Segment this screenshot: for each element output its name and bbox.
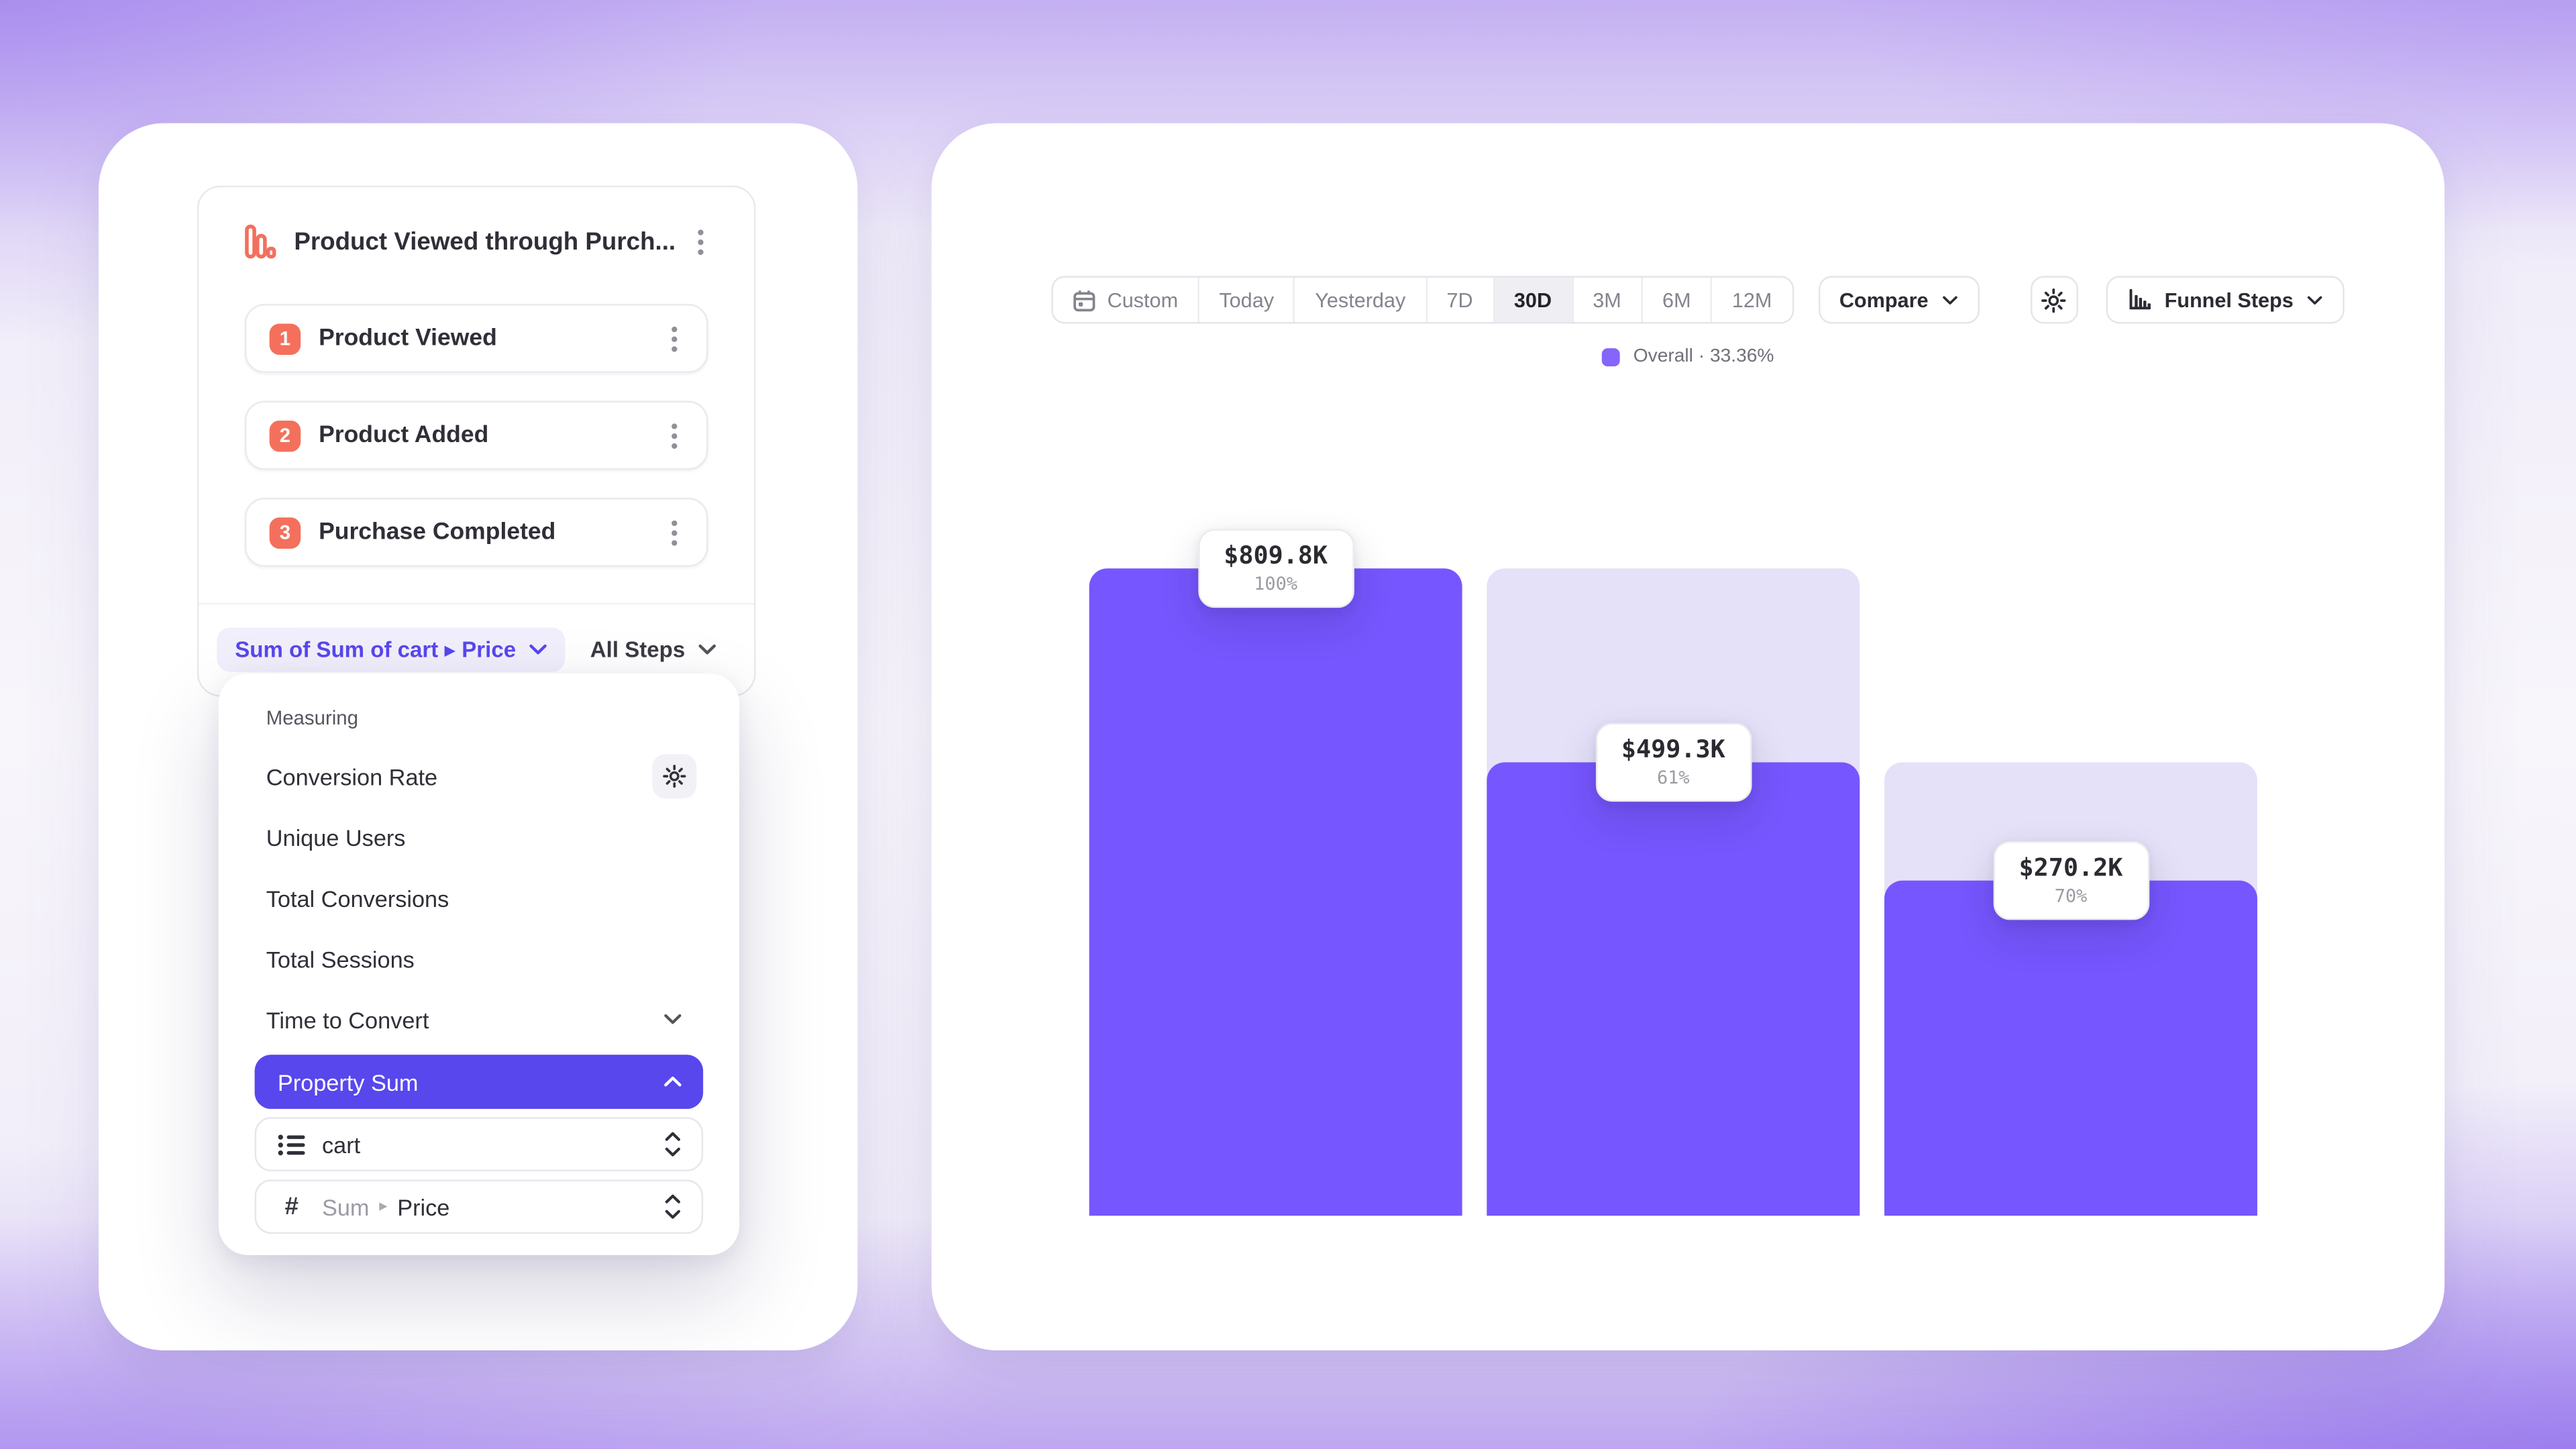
chevron-down-icon	[2306, 295, 2322, 305]
funnel-menu-button[interactable]	[693, 228, 708, 256]
funnel-bar-group-1[interactable]: $809.8K 100%	[1089, 529, 1462, 1216]
funnel-steps-list: 1 Product Viewed 2 Product Added	[199, 264, 754, 602]
menu-item-label: Time to Convert	[266, 1006, 429, 1033]
chart-view-selector[interactable]: Funnel Steps	[2105, 276, 2345, 324]
funnel-card-header: Product Viewed through Purch...	[199, 187, 754, 264]
bar-value-tooltip: $809.8K 100%	[1197, 529, 1354, 608]
funnel-step-3[interactable]: 3 Purchase Completed	[244, 498, 708, 567]
gear-icon	[662, 764, 687, 789]
bar-chart-icon	[245, 222, 276, 263]
funnel-bars-icon	[2127, 288, 2151, 313]
property-select[interactable]: cart	[254, 1117, 704, 1172]
tooltip-value: $270.2K	[2019, 852, 2123, 882]
legend-label: Overall · 33.36%	[1633, 346, 1774, 367]
aggregation-select[interactable]: # Sum ▸ Price	[254, 1179, 704, 1234]
step-number-badge: 3	[269, 517, 301, 548]
chart-panel: Custom Today Yesterday 7D 30D 3M 6M 12M …	[931, 123, 2445, 1351]
calendar-icon	[1073, 288, 1095, 311]
step-label: Purchase Completed	[319, 519, 556, 546]
step-menu-button[interactable]	[667, 421, 682, 449]
kebab-icon	[670, 325, 678, 353]
funnel-bar-group-3[interactable]: $270.2K 70%	[1884, 568, 2257, 1216]
kebab-icon	[670, 421, 678, 449]
metric-settings-button[interactable]	[652, 754, 697, 799]
step-label: Product Viewed	[319, 325, 497, 352]
chart-settings-button[interactable]	[2029, 276, 2078, 324]
tooltip-value: $809.8K	[1224, 540, 1328, 570]
range-6m[interactable]: 6M	[1641, 277, 1711, 323]
list-icon	[278, 1133, 306, 1156]
menu-item-unique-users[interactable]: Unique Users	[255, 806, 704, 867]
metric-selector-label: Sum of Sum of cart ▸ Price	[235, 636, 517, 661]
kebab-icon	[696, 228, 704, 256]
menu-item-total-sessions[interactable]: Total Sessions	[255, 928, 704, 989]
aggregation-select-value: Sum ▸ Price	[322, 1193, 450, 1220]
chevron-up-icon	[663, 1076, 682, 1087]
funnel-step-2[interactable]: 2 Product Added	[244, 400, 708, 470]
date-range-control: Custom Today Yesterday 7D 30D 3M 6M 12M	[1051, 276, 1794, 324]
sort-updown-icon	[663, 1194, 682, 1219]
kebab-icon	[670, 519, 678, 547]
funnel-bar-group-2[interactable]: $499.3K 61%	[1487, 568, 1860, 1216]
menu-item-time-to-convert[interactable]: Time to Convert	[255, 989, 704, 1050]
funnel-step-1[interactable]: 1 Product Viewed	[244, 304, 708, 373]
range-custom[interactable]: Custom	[1053, 277, 1198, 323]
step-number-badge: 2	[269, 419, 301, 451]
sort-updown-icon	[663, 1132, 682, 1157]
menu-item-label: Property Sum	[277, 1069, 419, 1095]
gear-icon	[2041, 286, 2067, 313]
funnel-chart: $809.8K 100% $499.3K 61% $270.2K 70%	[1089, 529, 2263, 1216]
range-today[interactable]: Today	[1197, 277, 1294, 323]
tooltip-percent: 70%	[2054, 885, 2088, 907]
chevron-down-icon	[529, 644, 547, 655]
range-12m[interactable]: 12M	[1711, 277, 1792, 323]
funnel-bar-step-3-converted	[1884, 880, 2257, 1216]
menu-item-label: Total Sessions	[266, 945, 415, 972]
steps-scope-label: All Steps	[590, 637, 686, 662]
funnel-card-footer: Sum of Sum of cart ▸ Price All Steps	[199, 602, 755, 695]
tooltip-value: $499.3K	[1621, 735, 1725, 765]
metric-selector[interactable]: Sum of Sum of cart ▸ Price	[217, 627, 566, 672]
range-3m[interactable]: 3M	[1571, 277, 1642, 323]
menu-item-label: Conversion Rate	[266, 763, 438, 790]
funnel-builder-panel: Product Viewed through Purch... 1 Produc…	[98, 123, 858, 1351]
chevron-down-icon	[698, 644, 716, 655]
property-select-value: cart	[322, 1131, 361, 1158]
hash-icon: #	[284, 1192, 299, 1221]
funnel-steps-card: Product Viewed through Purch... 1 Produc…	[197, 185, 756, 697]
range-30d[interactable]: 30D	[1493, 277, 1572, 323]
legend-swatch	[1602, 347, 1621, 366]
legend: Overall · 33.36%	[932, 347, 2445, 366]
tooltip-percent: 100%	[1254, 573, 1298, 595]
steps-scope-selector[interactable]: All Steps	[590, 637, 716, 662]
chevron-down-icon	[663, 1014, 682, 1025]
measuring-menu: Measuring Conversion Rate	[218, 674, 740, 1256]
step-number-badge: 1	[269, 323, 301, 354]
range-yesterday[interactable]: Yesterday	[1293, 277, 1426, 323]
funnel-title: Product Viewed through Purch...	[294, 228, 676, 257]
menu-item-total-conversions[interactable]: Total Conversions	[255, 867, 704, 928]
chevron-down-icon	[1941, 295, 1957, 305]
menu-item-label: Total Conversions	[266, 884, 449, 911]
compare-button[interactable]: Compare	[1817, 276, 1980, 324]
measuring-menu-label: Measuring	[266, 706, 358, 730]
step-label: Product Added	[319, 422, 489, 449]
range-7d[interactable]: 7D	[1425, 277, 1493, 323]
step-menu-button[interactable]	[667, 519, 682, 547]
menu-item-label: Unique Users	[266, 824, 406, 851]
menu-item-property-sum[interactable]: Property Sum	[254, 1055, 704, 1110]
bar-value-tooltip: $499.3K 61%	[1595, 723, 1752, 802]
funnel-bar-step-2-converted	[1487, 762, 1860, 1216]
funnel-bar-step-1-converted	[1089, 568, 1462, 1216]
step-menu-button[interactable]	[667, 325, 682, 353]
chart-toolbar: Custom Today Yesterday 7D 30D 3M 6M 12M …	[1051, 276, 2345, 324]
bar-value-tooltip: $270.2K 70%	[1992, 841, 2149, 920]
tooltip-percent: 61%	[1656, 767, 1690, 789]
menu-item-conversion-rate[interactable]: Conversion Rate	[255, 746, 704, 807]
